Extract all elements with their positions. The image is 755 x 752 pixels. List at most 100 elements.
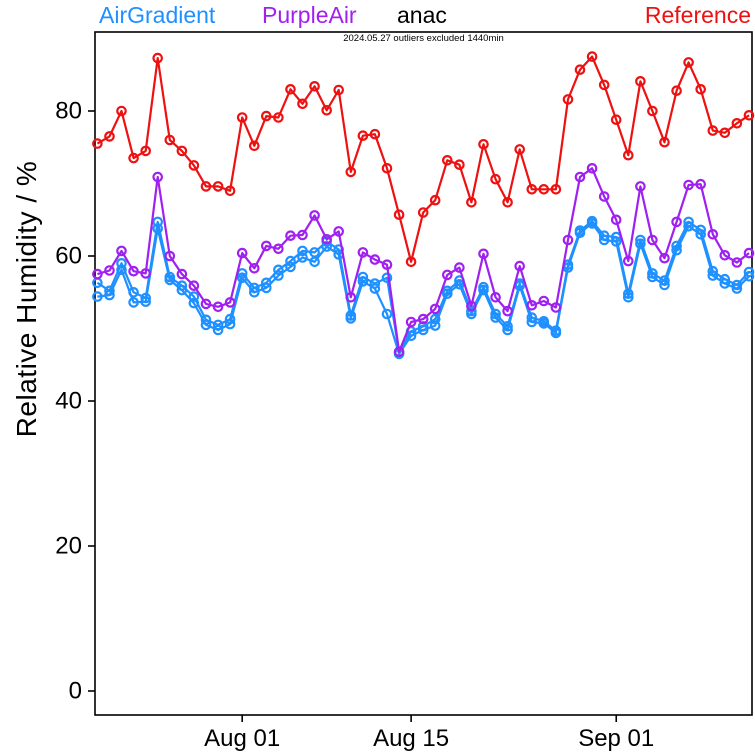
data-point-reference xyxy=(622,149,634,161)
data-point-airgradient-2 xyxy=(164,274,176,286)
data-point-reference xyxy=(92,138,103,149)
data-point-purpleair xyxy=(176,268,188,280)
plot-border xyxy=(94,31,753,716)
data-point-reference xyxy=(405,256,417,268)
data-point-airgradient-2 xyxy=(731,283,743,294)
data-point-purpleair xyxy=(683,179,694,191)
data-point-airgradient-2 xyxy=(357,276,369,287)
data-point-reference xyxy=(429,194,441,206)
data-point-airgradient-2 xyxy=(285,261,296,273)
data-point-purpleair xyxy=(610,214,622,226)
data-point-airgradient-2 xyxy=(635,238,646,249)
data-point-airgradient-2 xyxy=(441,288,453,299)
data-point-purpleair xyxy=(116,245,127,257)
data-point-reference xyxy=(164,134,176,146)
data-point-purpleair xyxy=(164,250,176,262)
data-point-reference xyxy=(381,163,393,174)
data-point-purpleair xyxy=(405,316,417,328)
data-point-purpleair xyxy=(707,229,719,240)
y-tick-label: 60 xyxy=(55,243,82,270)
data-point-airgradient-2 xyxy=(188,297,200,309)
data-point-purpleair xyxy=(659,252,670,264)
data-point-airgradient-2 xyxy=(671,244,682,256)
data-point-purpleair xyxy=(731,257,743,268)
data-point-reference xyxy=(671,85,682,96)
data-point-purpleair xyxy=(562,234,574,246)
data-point-purpleair xyxy=(441,269,453,281)
data-point-reference xyxy=(273,112,284,123)
data-point-reference xyxy=(200,181,212,192)
data-point-purpleair xyxy=(285,230,296,241)
data-point-airgradient-2 xyxy=(647,271,658,283)
data-point-reference xyxy=(188,160,200,171)
data-point-purpleair xyxy=(297,229,308,241)
data-point-reference xyxy=(176,145,188,157)
data-point-airgradient-2 xyxy=(695,229,706,240)
legend-item-purpleair: PurpleAir xyxy=(262,2,357,28)
data-point-airgradient-2 xyxy=(176,284,188,296)
chart-title: anac xyxy=(397,2,447,28)
data-point-purpleair xyxy=(104,265,115,276)
data-point-reference xyxy=(683,57,694,68)
data-point-airgradient-1 xyxy=(743,266,755,278)
data-point-purpleair xyxy=(647,234,658,246)
data-point-airgradient-2 xyxy=(586,218,598,229)
data-point-airgradient-2 xyxy=(297,252,308,263)
data-point-reference xyxy=(212,181,224,192)
data-point-purpleair xyxy=(369,254,381,265)
data-point-reference xyxy=(441,155,453,166)
data-point-airgradient-2 xyxy=(526,316,538,328)
data-point-purpleair xyxy=(743,247,755,259)
data-point-purpleair xyxy=(224,297,236,308)
data-point-purpleair xyxy=(429,303,441,315)
data-point-reference xyxy=(586,51,598,62)
data-point-airgradient-2 xyxy=(92,291,103,302)
data-point-reference xyxy=(236,112,248,123)
data-point-airgradient-2 xyxy=(140,296,151,307)
data-point-purpleair xyxy=(140,268,151,279)
data-point-purpleair xyxy=(357,247,369,258)
data-point-purpleair xyxy=(152,171,163,183)
data-point-reference xyxy=(116,105,127,117)
data-point-purpleair xyxy=(92,268,103,280)
data-point-reference xyxy=(417,207,429,218)
data-point-purpleair xyxy=(719,250,731,261)
data-point-reference xyxy=(285,84,296,95)
data-point-airgradient-2 xyxy=(502,324,513,336)
data-point-purpleair xyxy=(200,298,212,310)
data-point-reference xyxy=(610,114,622,125)
x-tick-label: Aug 15 xyxy=(373,725,449,752)
data-point-airgradient-2 xyxy=(224,318,236,330)
data-point-reference xyxy=(526,184,538,195)
data-point-reference xyxy=(297,98,308,110)
data-point-reference xyxy=(574,64,586,75)
y-tick-label: 0 xyxy=(69,678,82,705)
data-point-reference xyxy=(260,110,272,122)
data-point-reference xyxy=(538,184,550,195)
data-point-airgradient-2 xyxy=(200,319,212,331)
data-point-airgradient-2 xyxy=(128,297,139,308)
data-point-airgradient-2 xyxy=(152,223,163,234)
data-point-airgradient-2 xyxy=(622,291,634,303)
data-point-purpleair xyxy=(526,299,538,311)
data-point-airgradient-2 xyxy=(345,313,357,324)
data-point-reference xyxy=(345,166,357,178)
data-point-airgradient-2 xyxy=(405,330,417,342)
data-point-reference xyxy=(333,84,344,96)
data-point-purpleair xyxy=(333,226,344,237)
data-point-airgradient-1 xyxy=(381,272,393,284)
series-line-reference xyxy=(96,55,750,263)
data-point-reference xyxy=(647,105,658,117)
data-point-purpleair xyxy=(260,240,272,252)
data-point-airgradient-1 xyxy=(297,245,308,257)
data-point-reference xyxy=(514,144,525,155)
legend-item-airgradient: AirGradient xyxy=(99,2,216,28)
data-point-reference xyxy=(357,130,369,141)
data-point-airgradient-2 xyxy=(743,270,755,282)
data-point-purpleair xyxy=(695,178,706,190)
data-point-airgradient-2 xyxy=(538,318,550,329)
data-point-reference xyxy=(369,128,381,140)
legend-item-reference: Reference xyxy=(644,2,751,28)
data-point-purpleair xyxy=(249,262,260,274)
data-point-airgradient-2 xyxy=(719,278,731,289)
